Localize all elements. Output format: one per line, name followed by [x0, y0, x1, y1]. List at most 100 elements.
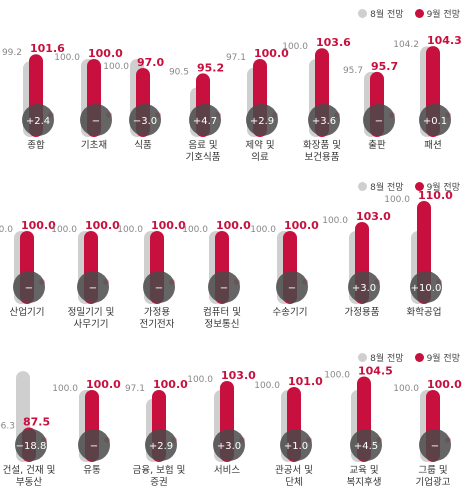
value-label-prev: 100.0	[322, 216, 348, 226]
category-label: 화장품 및 보건용품	[303, 139, 341, 163]
change-circle	[15, 429, 47, 461]
category-label-line: 음료 및	[188, 139, 217, 151]
change-circle	[129, 104, 161, 136]
category-label-line: 교육 및	[349, 464, 378, 476]
category-label-line: 전기전자	[140, 319, 175, 330]
category-label: 화학공업	[407, 306, 442, 318]
category-label-line: 정밀기기 및	[68, 306, 115, 318]
value-label-curr: 104.5	[358, 365, 393, 378]
category-label-line: 수송기기	[273, 307, 308, 318]
change-circle	[22, 104, 54, 136]
change-label: +0.1	[423, 116, 447, 127]
legend-swatch-curr	[414, 182, 424, 191]
change-label: −	[220, 283, 228, 294]
value-label-curr: 110.0	[418, 189, 453, 202]
category-label-line: 화학공업	[407, 306, 442, 318]
change-label: −	[431, 441, 439, 452]
legend-label-prev: 8월 전망	[370, 354, 404, 364]
category-label-line: 그룹 및	[418, 464, 447, 476]
category-label: 관공서 및 단체	[275, 464, 313, 488]
value-label-prev: 100.0	[282, 42, 308, 52]
value-label-prev: 100.0	[384, 195, 410, 205]
change-label: +3.0	[352, 283, 376, 294]
value-label-curr: 100.0	[86, 378, 121, 391]
change-circle	[280, 429, 312, 461]
category-label: 그룹 및 기업광고	[416, 464, 451, 488]
value-label-curr: 100.0	[216, 219, 251, 232]
value-label-curr: 100.0	[284, 219, 319, 232]
value-label-prev: 100.0	[393, 384, 419, 394]
change-circle	[246, 104, 278, 136]
category-label-line: 가정용	[144, 307, 170, 318]
change-label: +4.5	[354, 441, 378, 452]
category-label-line: 기초재	[81, 140, 107, 151]
change-circle	[13, 271, 45, 303]
change-circle	[145, 429, 177, 461]
legend-panel-2: 8월 전망 9월 전망	[352, 180, 460, 193]
category-label-line: 증권	[150, 476, 167, 488]
legend-label-prev: 8월 전망	[370, 183, 404, 193]
category-label-line: 산업기기	[10, 306, 45, 318]
value-label-prev: 100.0	[182, 225, 208, 235]
category-label: 패션	[424, 140, 441, 151]
category-label: 서비스	[214, 465, 240, 476]
value-label-prev: 100.0	[250, 225, 276, 235]
change-circle	[308, 104, 340, 136]
value-label-prev: 106.3	[0, 422, 15, 432]
change-label: −18.8	[16, 441, 47, 452]
category-label-line: 유통	[83, 465, 101, 476]
value-label-prev: 100.0	[0, 225, 13, 235]
value-label-curr: 100.0	[21, 219, 56, 232]
legend-swatch-prev	[358, 182, 368, 191]
change-label: +3.0	[217, 441, 241, 452]
legend-swatch-curr	[414, 9, 424, 18]
legend-label-prev: 8월 전망	[370, 10, 404, 20]
value-label-prev: 100.0	[187, 375, 213, 385]
change-label: +2.9	[250, 116, 274, 127]
change-circle	[80, 104, 112, 136]
value-label-curr: 103.6	[316, 36, 351, 49]
category-label: 제약 및 의료	[245, 139, 274, 163]
category-label-line: 보건용품	[305, 152, 340, 163]
change-label: −	[89, 283, 97, 294]
change-label: −	[25, 283, 33, 294]
category-label-line: 관공서 및	[275, 464, 313, 476]
value-label-curr: 100.0	[153, 378, 188, 391]
change-label: +2.4	[26, 116, 50, 127]
value-label-prev: 100.0	[324, 371, 350, 381]
category-label: 가정용품	[345, 307, 380, 318]
change-circle	[208, 271, 240, 303]
change-circle	[419, 429, 451, 461]
change-circle	[78, 429, 110, 461]
category-label-line: 사무기기	[74, 319, 109, 330]
value-label-prev: 100.0	[117, 225, 143, 235]
change-circle	[77, 271, 109, 303]
value-label-prev: 100.0	[103, 62, 129, 72]
value-label-prev: 97.1	[226, 53, 246, 63]
change-label: +3.6	[312, 116, 336, 127]
legend-label-curr: 9월 전망	[426, 183, 460, 193]
value-label-prev: 100.0	[51, 225, 77, 235]
category-label-line: 종합	[27, 140, 45, 151]
category-label-line: 컴퓨터 및	[203, 306, 241, 318]
value-label-prev: 100.0	[254, 381, 280, 391]
change-label: −	[92, 116, 100, 127]
value-label-curr: 103.0	[221, 369, 256, 382]
category-label: 유통	[83, 465, 101, 476]
change-circle	[419, 104, 451, 136]
legend-swatch-curr	[414, 353, 424, 362]
category-label-line: 출판	[368, 140, 386, 151]
change-circle	[348, 271, 380, 303]
category-label-line: 건설, 건재 및	[3, 464, 56, 476]
change-circle	[189, 104, 221, 136]
value-label-curr: 103.0	[356, 210, 391, 223]
value-label-curr: 95.2	[197, 61, 224, 74]
category-label: 컴퓨터 및 정보통신	[203, 306, 241, 330]
legend-panel-3: 8월 전망 9월 전망	[352, 351, 460, 364]
value-label-curr: 100.0	[85, 219, 120, 232]
chart-panel-3: −18.8106.387.5건설, 건재 및부동산−100.0100.0유통+2…	[0, 365, 462, 489]
change-label: −	[375, 116, 383, 127]
legend-panel-1: 8월 전망 9월 전망	[352, 7, 460, 20]
